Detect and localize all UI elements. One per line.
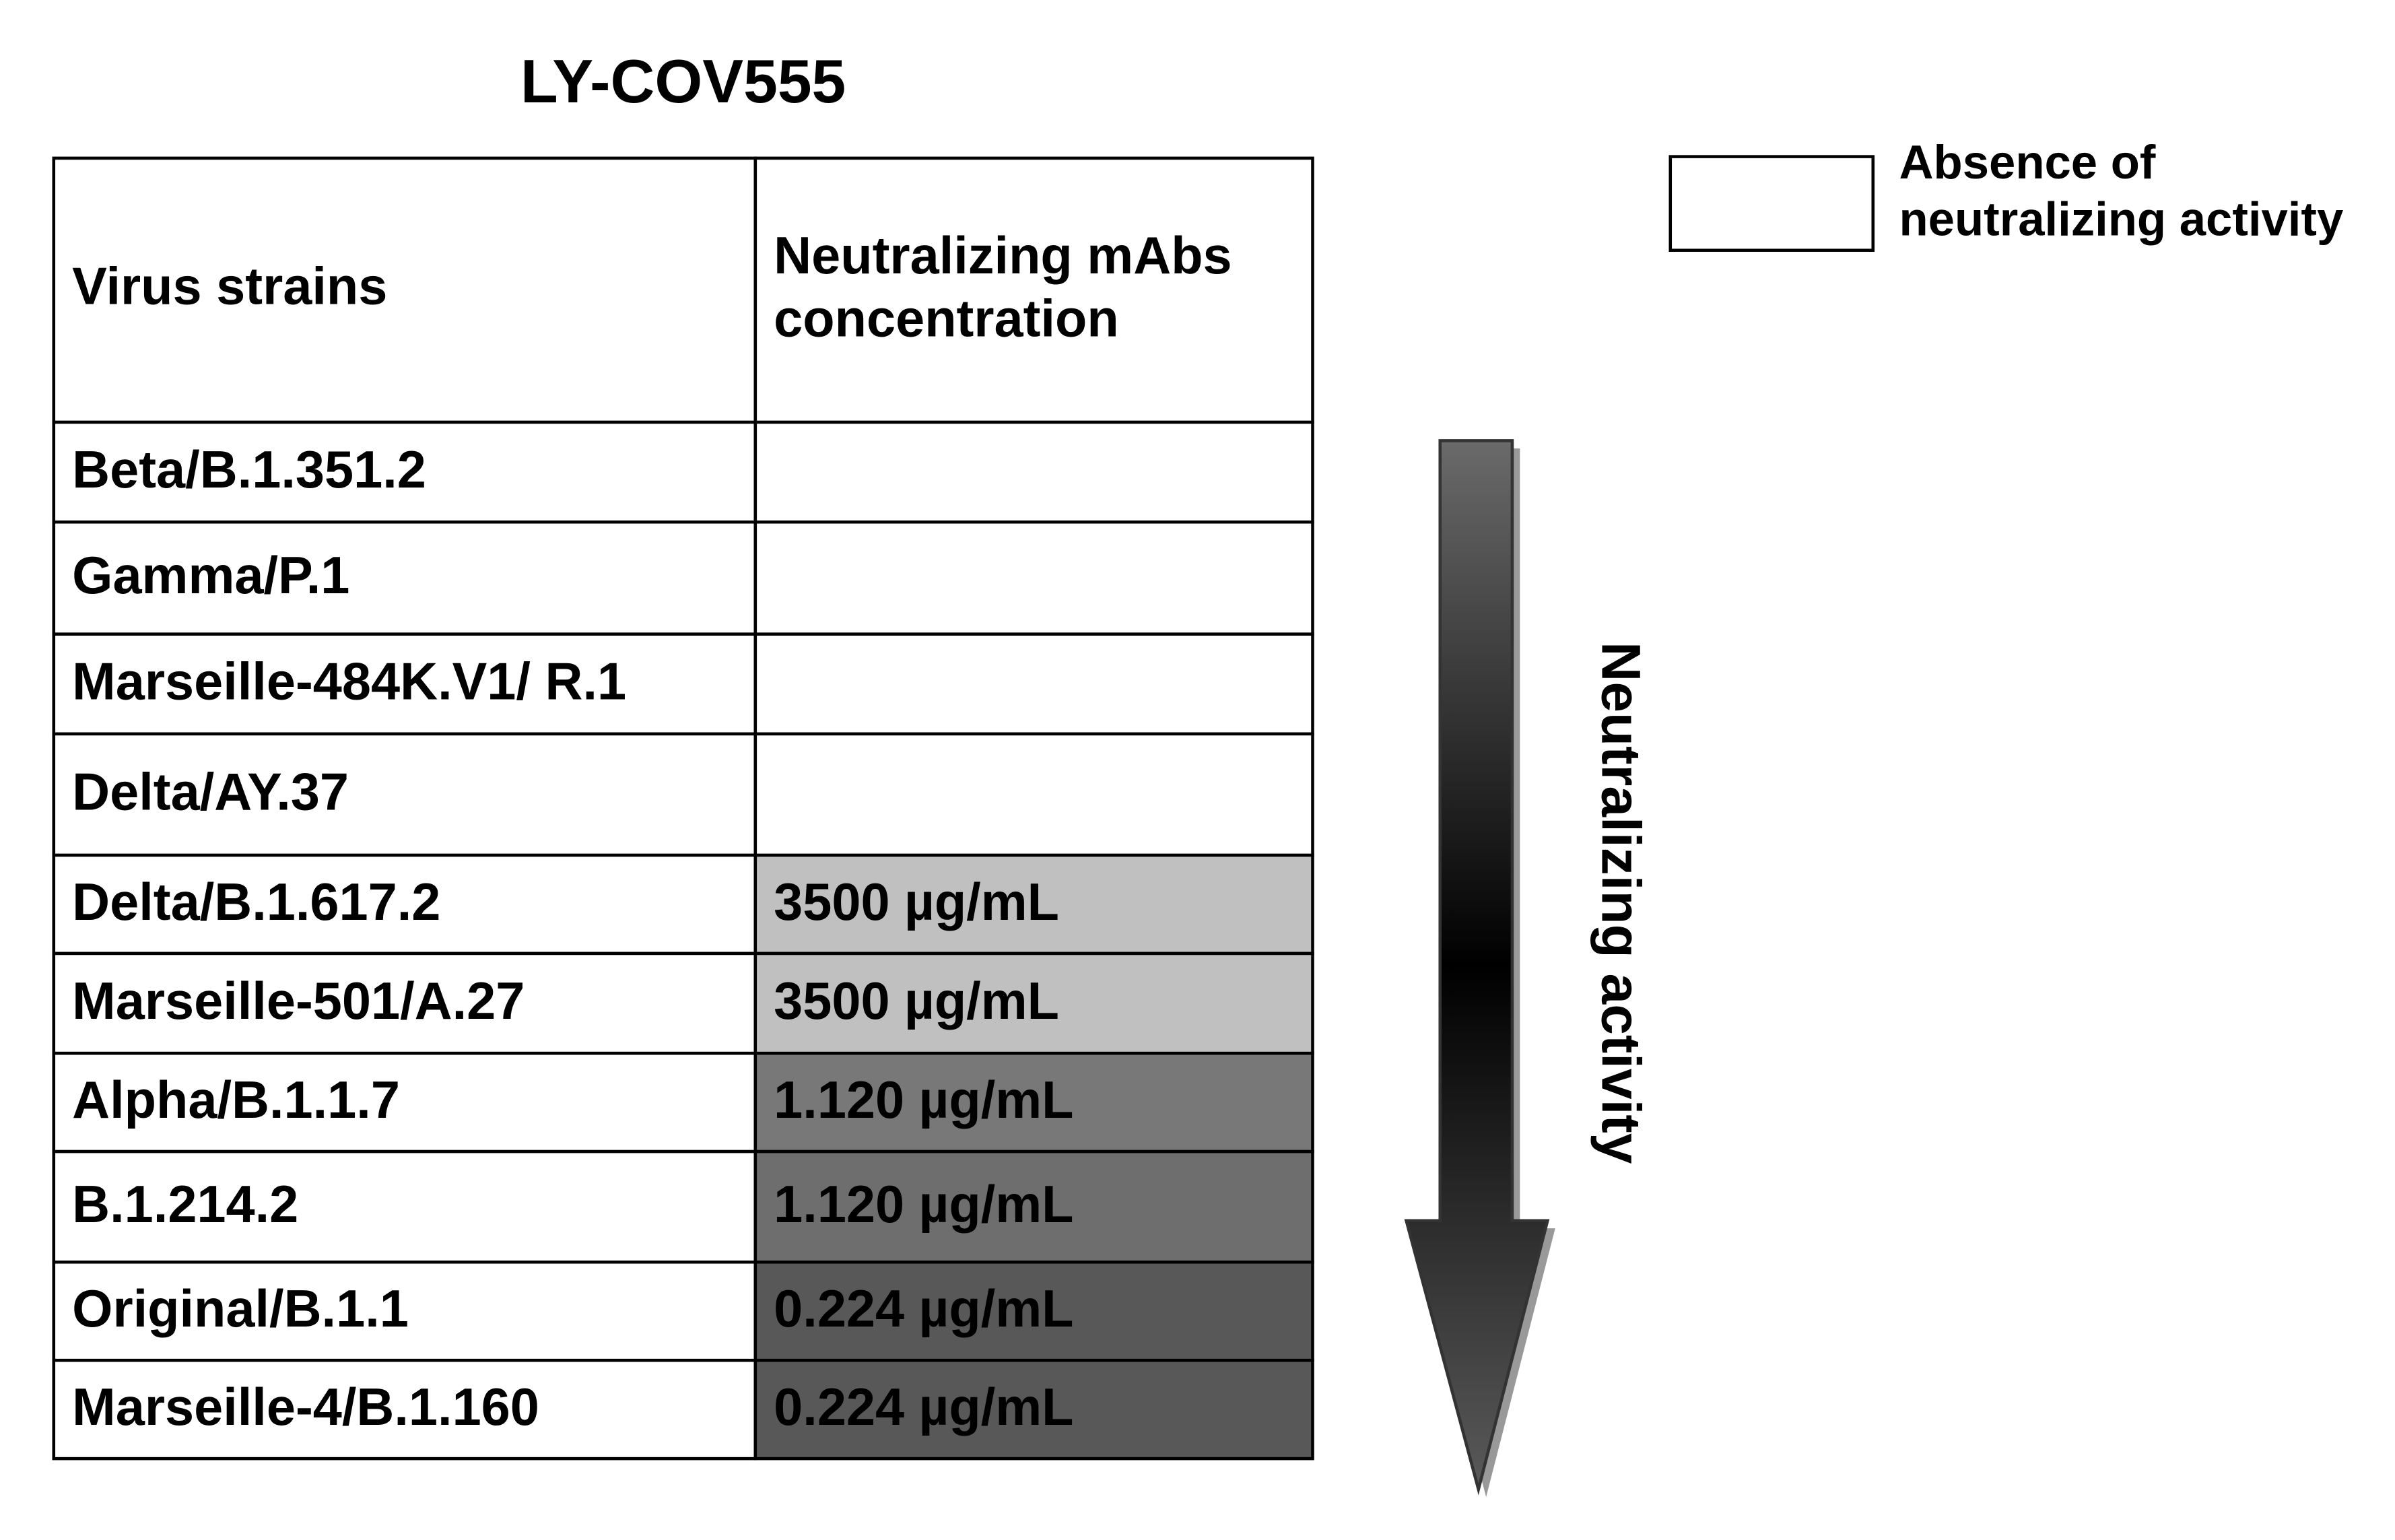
header-text: Neutralizing mAbs (774, 227, 1232, 285)
concentration: 0.224 µg/mL (774, 1280, 1073, 1338)
cell (753, 732, 1314, 857)
legend-swatch (1668, 155, 1875, 252)
arrow-label: Neutralizing activity (1590, 642, 1651, 1164)
concentration: 3500 µg/mL (774, 873, 1059, 931)
strain: Marseille-501/A.27 (72, 972, 525, 1030)
strain: Gamma/P.1 (72, 547, 349, 605)
table: Virus strains Neutralizing mAbsconcentrat… (52, 156, 1314, 1461)
strain: Delta/AY.37 (72, 764, 349, 822)
strain: Beta/B.1.351.2 (72, 441, 426, 499)
cell (52, 520, 757, 636)
cell (753, 1149, 1314, 1264)
concentration: 3500 µg/mL (774, 972, 1059, 1030)
header-cell (753, 156, 1314, 424)
header-cell (52, 156, 757, 424)
concentration: 1.120 µg/mL (774, 1071, 1073, 1129)
legend-label: Absence of (1899, 135, 2156, 189)
header-text: concentration (774, 290, 1119, 347)
strain: Original/B.1.1 (72, 1280, 409, 1338)
cell (753, 951, 1314, 1055)
concentration: 1.120 µg/mL (774, 1176, 1073, 1234)
cell (52, 420, 757, 524)
cell (753, 520, 1314, 636)
strain: Delta/B.1.617.2 (72, 873, 440, 931)
legend-label: neutralizing activity (1899, 192, 2344, 245)
concentration: 0.224 µg/mL (774, 1378, 1073, 1436)
strain: Alpha/B.1.1.7 (72, 1071, 400, 1129)
cell (753, 1051, 1314, 1153)
arrow (1404, 439, 1550, 1496)
strain: B.1.214.2 (72, 1176, 298, 1234)
cell (753, 632, 1314, 736)
cell (52, 732, 757, 857)
cell (753, 853, 1314, 956)
header-text: Virus strains (72, 257, 387, 315)
cell (52, 1358, 757, 1461)
cell (753, 1358, 1314, 1461)
strain: Marseille-484K.V1/ R.1 (72, 653, 626, 711)
title: LY-COV555 (520, 47, 846, 116)
cell (753, 420, 1314, 524)
strain: Marseille-4/B.1.160 (72, 1378, 539, 1436)
cell (753, 1261, 1314, 1362)
